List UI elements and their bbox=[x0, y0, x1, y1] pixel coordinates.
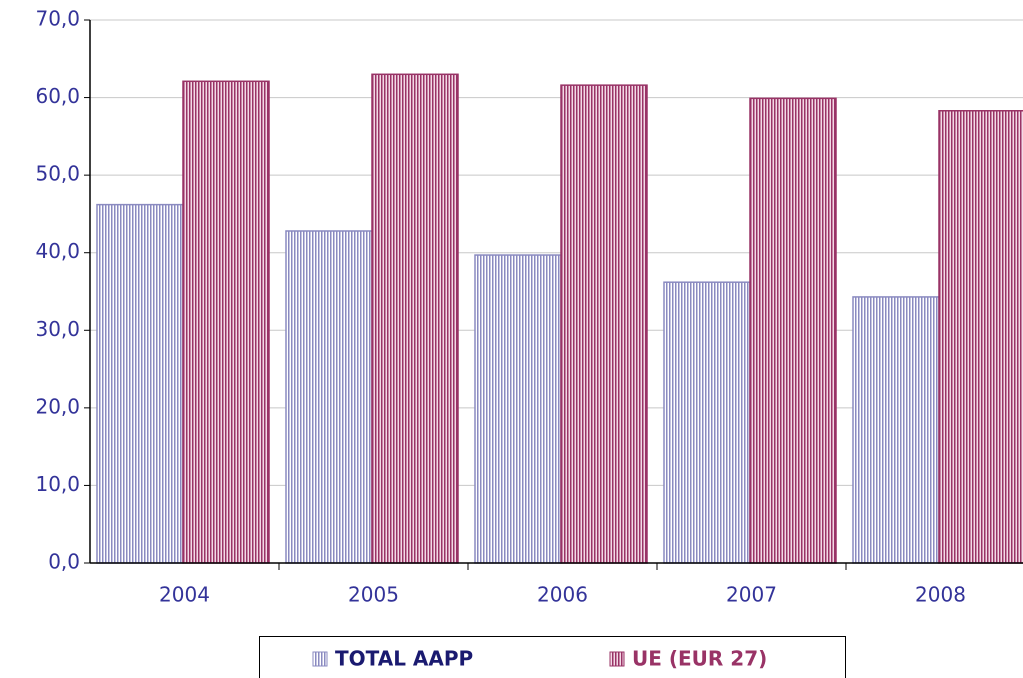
bar bbox=[474, 254, 562, 564]
legend-swatch bbox=[609, 651, 625, 667]
x-tick-label: 2008 bbox=[915, 583, 966, 607]
bar bbox=[560, 84, 648, 564]
y-tick-label: 30,0 bbox=[35, 317, 80, 341]
y-tick-label: 70,0 bbox=[35, 7, 80, 31]
y-tick-label: 10,0 bbox=[35, 472, 80, 496]
legend-label: TOTAL AAPP bbox=[335, 647, 473, 671]
x-tick-label: 2004 bbox=[159, 583, 210, 607]
x-tick-label: 2007 bbox=[726, 583, 777, 607]
bar bbox=[371, 73, 459, 564]
bar bbox=[852, 296, 940, 564]
x-tick-label: 2005 bbox=[348, 583, 399, 607]
bar bbox=[749, 97, 837, 564]
bar bbox=[182, 80, 270, 564]
y-tick-label: 0,0 bbox=[48, 550, 80, 574]
legend-swatch bbox=[312, 651, 328, 667]
y-tick-label: 50,0 bbox=[35, 162, 80, 186]
legend-label: UE (EUR 27) bbox=[632, 647, 767, 671]
x-tick-label: 2006 bbox=[537, 583, 588, 607]
y-tick-label: 60,0 bbox=[35, 84, 80, 108]
y-tick-label: 20,0 bbox=[35, 394, 80, 418]
bar bbox=[96, 203, 184, 564]
bar bbox=[663, 281, 751, 564]
y-tick-label: 40,0 bbox=[35, 239, 80, 263]
bar bbox=[285, 230, 373, 564]
legend-box bbox=[259, 636, 846, 678]
bar bbox=[938, 110, 1023, 564]
